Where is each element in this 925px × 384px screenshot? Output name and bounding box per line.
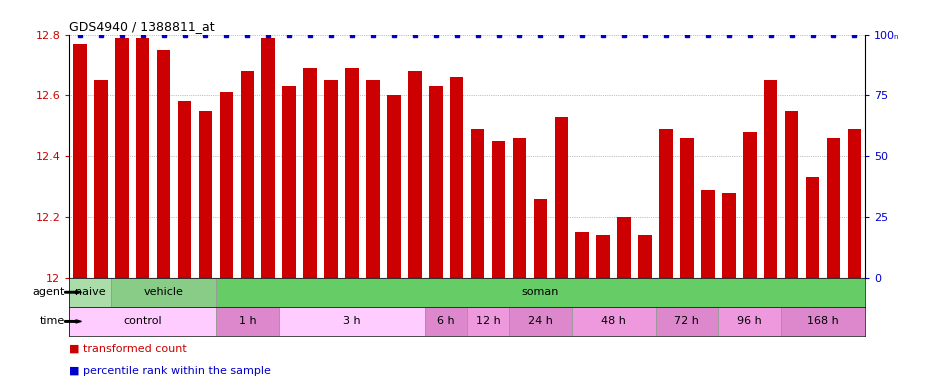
Text: control: control xyxy=(123,316,162,326)
Bar xyxy=(111,278,216,307)
Bar xyxy=(701,190,715,278)
Bar xyxy=(136,38,150,278)
Bar xyxy=(450,77,463,278)
Bar xyxy=(554,117,568,278)
Bar xyxy=(638,235,652,278)
Bar xyxy=(534,199,548,278)
Bar xyxy=(278,307,426,336)
Text: time: time xyxy=(40,316,65,326)
Bar xyxy=(156,50,170,278)
Bar xyxy=(656,307,719,336)
Bar xyxy=(73,44,87,278)
Bar xyxy=(660,129,672,278)
Bar xyxy=(303,68,317,278)
Bar xyxy=(262,38,275,278)
Text: GDS4940 / 1388811_at: GDS4940 / 1388811_at xyxy=(69,20,215,33)
Bar xyxy=(617,217,631,278)
Bar xyxy=(429,86,442,278)
Bar xyxy=(575,232,589,278)
Bar xyxy=(719,307,781,336)
Bar xyxy=(219,92,233,278)
Bar xyxy=(680,138,694,278)
Text: 1 h: 1 h xyxy=(239,316,256,326)
Bar xyxy=(847,129,861,278)
Text: 168 h: 168 h xyxy=(808,316,839,326)
Bar xyxy=(216,307,278,336)
Bar xyxy=(512,138,526,278)
Bar xyxy=(345,68,359,278)
Text: 3 h: 3 h xyxy=(343,316,361,326)
Bar xyxy=(240,71,254,278)
Bar xyxy=(69,278,111,307)
Text: 24 h: 24 h xyxy=(528,316,553,326)
Text: 12 h: 12 h xyxy=(475,316,500,326)
Text: agent: agent xyxy=(32,287,65,297)
Bar xyxy=(178,101,191,278)
Bar xyxy=(115,38,129,278)
Bar xyxy=(781,307,865,336)
Bar xyxy=(387,95,401,278)
Text: 48 h: 48 h xyxy=(601,316,626,326)
Bar xyxy=(764,80,778,278)
Text: 96 h: 96 h xyxy=(737,316,762,326)
Bar xyxy=(597,235,610,278)
Text: soman: soman xyxy=(522,287,559,297)
Bar xyxy=(69,307,216,336)
Bar xyxy=(784,111,798,278)
Text: 6 h: 6 h xyxy=(438,316,455,326)
Bar xyxy=(806,177,820,278)
Text: ■ transformed count: ■ transformed count xyxy=(69,343,187,353)
Text: naive: naive xyxy=(75,287,105,297)
Bar xyxy=(426,307,467,336)
Bar xyxy=(471,129,485,278)
Bar xyxy=(722,192,735,278)
Bar xyxy=(509,307,572,336)
Bar xyxy=(467,307,509,336)
Bar xyxy=(325,80,338,278)
Bar xyxy=(408,71,422,278)
Bar xyxy=(282,86,296,278)
Text: ■ percentile rank within the sample: ■ percentile rank within the sample xyxy=(69,366,271,376)
Text: 72 h: 72 h xyxy=(674,316,699,326)
Bar xyxy=(199,111,212,278)
Bar xyxy=(743,132,757,278)
Bar xyxy=(216,278,865,307)
Bar xyxy=(94,80,107,278)
Text: vehicle: vehicle xyxy=(143,287,183,297)
Bar xyxy=(366,80,380,278)
Bar xyxy=(572,307,656,336)
Bar xyxy=(827,138,840,278)
Bar xyxy=(492,141,505,278)
